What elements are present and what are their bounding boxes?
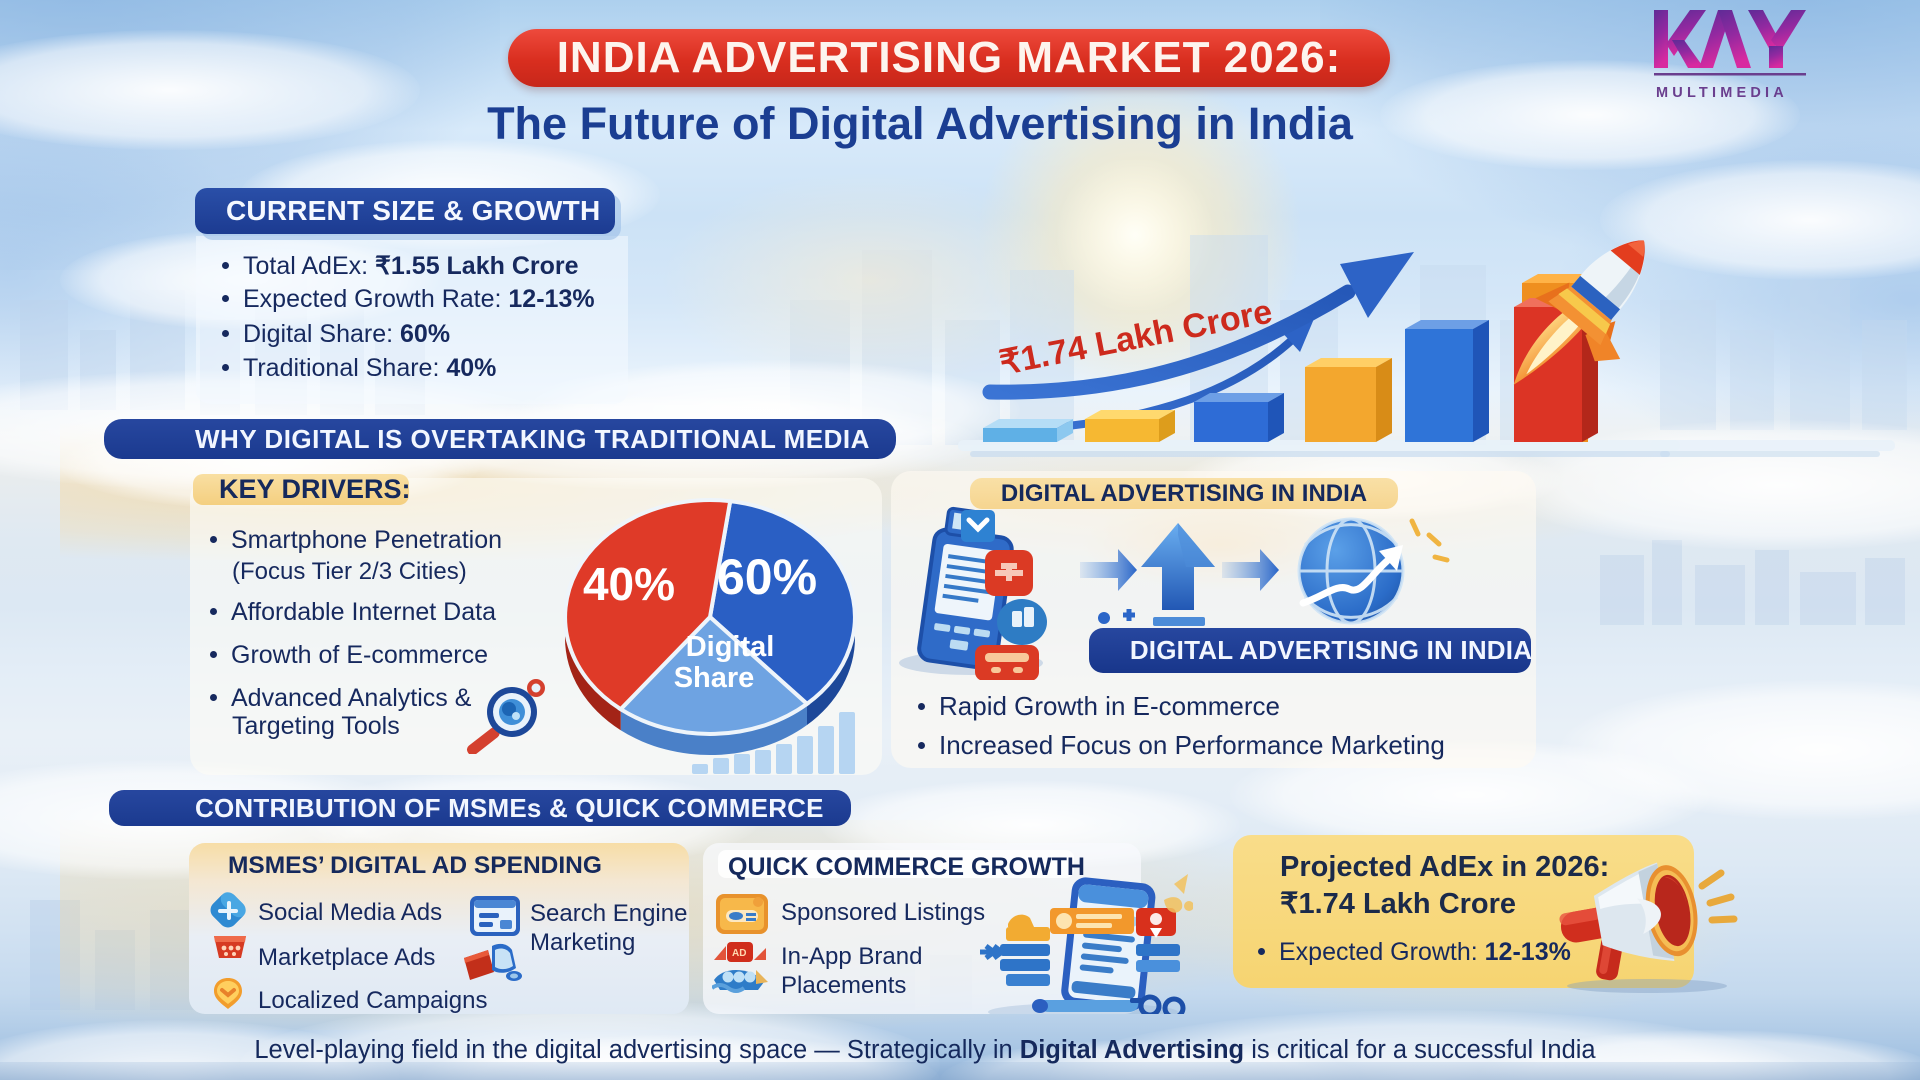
svg-text:Digital: Digital bbox=[686, 631, 775, 663]
svg-text:MULTIMEDIA: MULTIMEDIA bbox=[1656, 85, 1788, 101]
svg-text:AD: AD bbox=[732, 948, 746, 959]
svg-text:60%: 60% bbox=[717, 549, 817, 605]
svg-text:Share: Share bbox=[674, 662, 755, 694]
svg-text:40%: 40% bbox=[583, 558, 675, 610]
